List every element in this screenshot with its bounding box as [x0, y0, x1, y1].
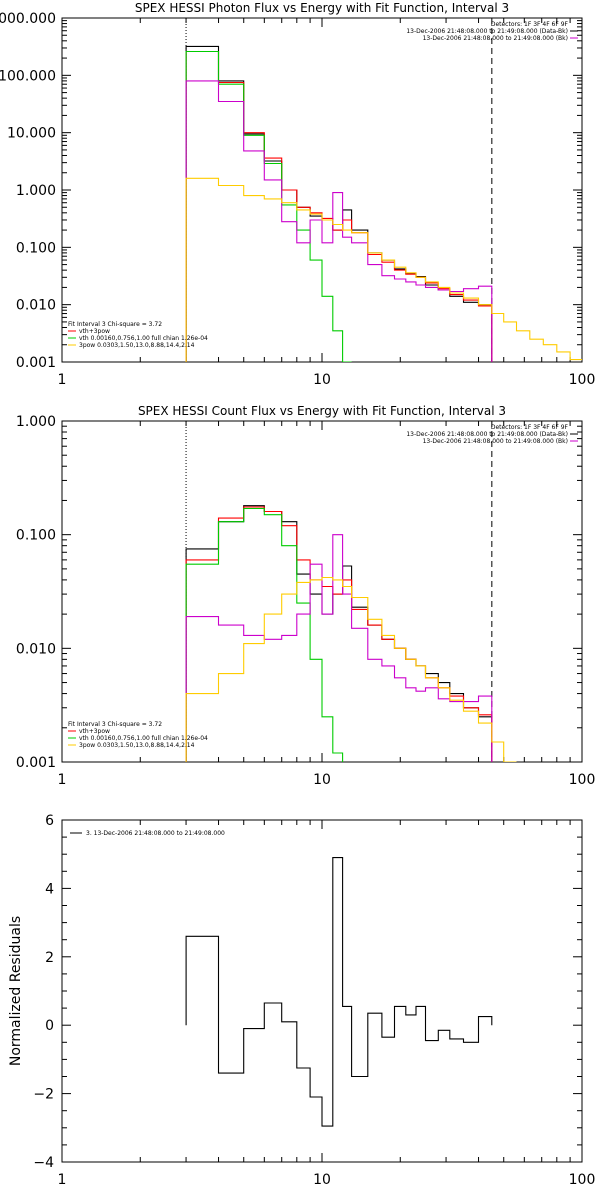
legend-text: 3. 13-Dec-2006 21:48:08.000 to 21:49:08.…	[86, 830, 225, 837]
legend-bottom-text: Fit Interval 3 Chi-square = 3.72	[68, 721, 162, 728]
y-tick-label: 1.000	[16, 414, 56, 430]
chart-title-2: SPEX HESSI Count Flux vs Energy with Fit…	[138, 404, 506, 418]
y-tick-label: −4	[33, 1155, 54, 1171]
y-tick-label: 4	[45, 881, 54, 897]
series-3-step	[185, 50, 352, 362]
legend-top-text: 13-Dec-2006 21:48:08.000 to 21:49:08.000…	[423, 35, 568, 42]
x-tick-label: 1	[58, 772, 67, 788]
y-tick-label: 0.001	[16, 755, 56, 771]
series-5-step	[185, 576, 517, 762]
x-tick-label: 10	[313, 772, 331, 788]
series-1-step	[185, 45, 493, 362]
y-tick-label: 2	[45, 950, 54, 966]
legend-bottom-text: vth 0.00160,0.756,1.00 full chian 1.26e-…	[79, 735, 208, 742]
legend-top-text: Detectors: 1F 3F 4F 6F 9F	[491, 424, 569, 431]
legend-bottom-text: vth+3pow	[79, 328, 110, 335]
legend-bottom-text: vth 0.00160,0.756,1.00 full chian 1.26e-…	[79, 335, 208, 342]
series-3-step	[185, 507, 344, 762]
y-tick-label: 1.000	[16, 183, 56, 199]
x-tick-label: 1	[58, 372, 67, 388]
series-1-step	[185, 505, 493, 762]
y-axis-label: Normalized Residuals	[8, 916, 24, 1066]
x-tick-label: 100	[569, 372, 596, 388]
y-tick-label: 0.010	[16, 298, 56, 314]
y-tick-label: −2	[33, 1087, 54, 1103]
y-tick-label: 0.001	[16, 355, 56, 371]
legend-top-text: 13-Dec-2006 21:48:08.000 to 21:49:08.000…	[406, 28, 568, 35]
y-tick-label: 0.100	[16, 528, 56, 544]
series-5-step	[185, 177, 582, 362]
x-tick-label: 100	[569, 772, 596, 788]
y-tick-label: 6	[45, 813, 54, 829]
series-2-step	[185, 50, 493, 362]
legend-top-text: 13-Dec-2006 21:48:08.000 to 21:49:08.000…	[423, 438, 568, 445]
legend-top-text: 13-Dec-2006 21:48:08.000 to 21:49:08.000…	[406, 431, 568, 438]
plot-frame-1	[61, 17, 583, 363]
series-4-step	[185, 80, 493, 362]
y-tick-label: 10.000	[7, 126, 56, 142]
series-4-step	[185, 534, 493, 762]
y-tick-label: 0	[45, 1018, 54, 1034]
x-tick-label: 10	[313, 1172, 331, 1188]
y-tick-label: 0.100	[16, 240, 56, 256]
x-tick-label: 100	[569, 1172, 596, 1188]
legend-bottom-text: Fit Interval 3 Chi-square = 3.72	[68, 321, 162, 328]
legend-bottom-text: 3pow 0.0303,1.50,13.0,8.88,14.4,2.14	[79, 742, 195, 749]
chart-title-1: SPEX HESSI Photon Flux vs Energy with Fi…	[135, 1, 509, 15]
series-1-step	[185, 857, 493, 1127]
y-tick-label: 0.010	[16, 641, 56, 657]
x-tick-label: 1	[58, 1172, 67, 1188]
x-tick-label: 10	[313, 372, 331, 388]
series-2-step	[185, 506, 493, 762]
legend-bottom-text: 3pow 0.0303,1.50,13.0,8.88,14.4,2.14	[79, 342, 195, 349]
legend-top-text: Detectors: 1F 3F 4F 6F 9F	[491, 21, 569, 28]
y-tick-label: 100.000	[0, 68, 56, 84]
legend-bottom-text: vth+3pow	[79, 728, 110, 735]
